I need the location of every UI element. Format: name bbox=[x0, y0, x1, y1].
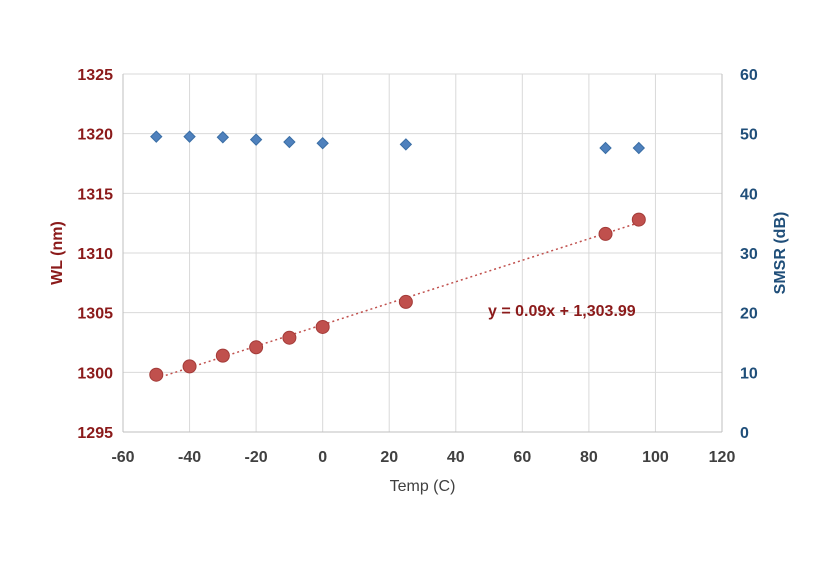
x-tick-label: -20 bbox=[245, 449, 268, 466]
gridlines bbox=[122, 73, 723, 433]
x-tick-label: 120 bbox=[709, 449, 736, 466]
x-tick-label: 60 bbox=[513, 449, 531, 466]
x-tick-label: 20 bbox=[380, 449, 398, 466]
smsr-point bbox=[399, 138, 413, 151]
x-tick-label: 80 bbox=[580, 449, 598, 466]
x-tick-label: 0 bbox=[318, 449, 327, 466]
y-axis-right-label: SMSR (dB) bbox=[772, 212, 789, 295]
y-left-tick-label: 1300 bbox=[77, 365, 113, 382]
smsr-point bbox=[183, 130, 196, 143]
y-left-tick-label: 1315 bbox=[77, 186, 113, 203]
right-axis-ticks: 0 10 20 30 40 50 60 bbox=[740, 67, 758, 442]
y-left-tick-label: 1320 bbox=[77, 127, 113, 144]
y-right-tick-label: 20 bbox=[740, 306, 758, 323]
x-tick-label: -40 bbox=[178, 449, 201, 466]
smsr-point bbox=[632, 141, 646, 155]
trendline-equation: y = 0.09x + 1,303.99 bbox=[488, 303, 636, 320]
y-left-tick-label: 1305 bbox=[77, 306, 113, 323]
y-right-tick-label: 0 bbox=[740, 425, 749, 442]
x-tick-label: 100 bbox=[642, 449, 669, 466]
wl-point bbox=[215, 348, 230, 363]
y-right-tick-label: 60 bbox=[740, 67, 758, 84]
smsr-point bbox=[599, 141, 612, 155]
wl-point bbox=[249, 340, 264, 355]
data-points bbox=[149, 130, 646, 382]
smsr-point bbox=[150, 130, 163, 143]
wl-point bbox=[631, 212, 646, 227]
y-left-tick-label: 1325 bbox=[77, 67, 113, 84]
y-right-tick-label: 30 bbox=[740, 246, 758, 263]
axes bbox=[122, 74, 723, 433]
x-axis-ticks: -60 -40 -20 0 20 40 60 80 100 120 bbox=[111, 449, 735, 466]
smsr-point bbox=[216, 131, 230, 144]
smsr-point bbox=[283, 135, 296, 149]
wl-point bbox=[598, 226, 613, 241]
smsr-point bbox=[249, 133, 263, 146]
y-axis-left-label: WL (nm) bbox=[49, 221, 66, 285]
x-tick-label: -60 bbox=[111, 449, 134, 466]
x-axis-label: Temp (C) bbox=[390, 478, 456, 495]
wl-point bbox=[282, 330, 297, 345]
left-axis-ticks: 1295 1300 1305 1310 1315 1320 1325 bbox=[77, 67, 113, 442]
wl-point bbox=[182, 359, 197, 374]
x-tick-label: 40 bbox=[447, 449, 465, 466]
wl-point bbox=[149, 367, 164, 382]
wl-point bbox=[398, 294, 413, 309]
y-right-tick-label: 50 bbox=[740, 127, 758, 144]
y-right-tick-label: 40 bbox=[740, 186, 758, 203]
y-right-tick-label: 10 bbox=[740, 365, 758, 382]
wl-point bbox=[315, 319, 330, 334]
y-left-tick-label: 1310 bbox=[77, 246, 113, 263]
y-left-tick-label: 1295 bbox=[77, 425, 113, 442]
smsr-point bbox=[316, 137, 329, 150]
